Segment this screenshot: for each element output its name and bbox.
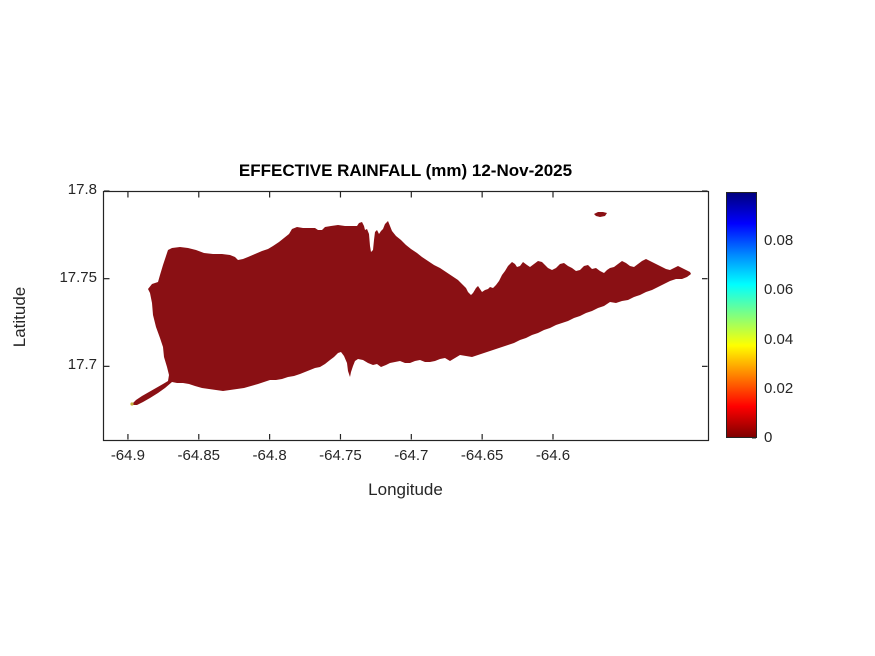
island-shape: [131, 221, 691, 405]
colorbar-tick-label: 0.08: [764, 232, 794, 250]
small-island-shape: [594, 212, 607, 217]
x-tick-label: -64.75: [319, 447, 362, 464]
x-tick-label: -64.6: [535, 447, 571, 464]
colorbar: [726, 192, 757, 438]
x-tick-label: -64.8: [252, 447, 287, 464]
chart-title: EFFECTIVE RAINFALL (mm) 12-Nov-2025: [238, 161, 573, 180]
southwest-point-cell: [130, 402, 134, 406]
y-tick-label: 17.75: [59, 268, 97, 286]
x-tick-label: -64.7: [394, 447, 429, 464]
colorbar-tick-label: 0: [764, 429, 773, 446]
colorbar-tick-label: 0.06: [764, 281, 794, 299]
y-tick-label: 17.8: [67, 181, 97, 198]
colorbar-tick-label: 0.04: [764, 330, 794, 348]
x-tick-label: -64.85: [177, 447, 221, 464]
x-axis-label: Longitude: [368, 480, 443, 499]
colorbar-tick-label: 0.02: [764, 379, 794, 397]
x-tick-label: -64.9: [110, 447, 146, 464]
x-tick-label: -64.65: [460, 447, 504, 464]
y-tick-label: 17.7: [67, 356, 97, 374]
axes-box: [102, 190, 710, 442]
